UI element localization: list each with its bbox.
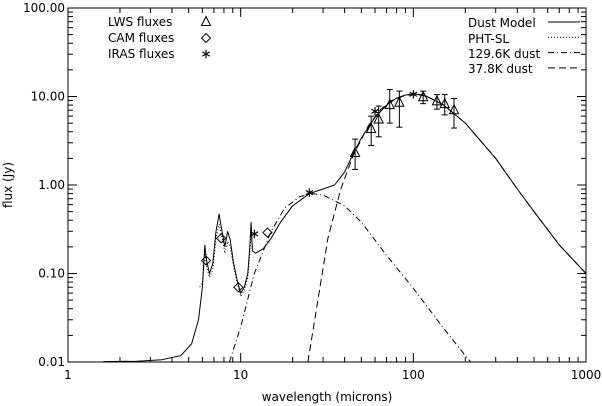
- marker-stroke: [202, 51, 210, 57]
- model-curves: [103, 93, 587, 363]
- marker-cam-fluxes: [215, 233, 227, 244]
- curve-129-6k-dust: [228, 193, 472, 363]
- marker-lws-fluxes: [417, 90, 429, 102]
- legend-marker-asterisk: [202, 49, 210, 59]
- legend-label-cam: CAM fluxes: [108, 31, 174, 45]
- y-tick-label: 0.10: [38, 267, 65, 281]
- x-tick-label: 100: [402, 368, 425, 382]
- legend-label-lws: LWS fluxes: [108, 15, 172, 29]
- error-bar: [420, 90, 427, 105]
- error-bar: [368, 115, 375, 146]
- legend-left-markers: [200, 15, 212, 59]
- legend-label-pht-sl: PHT-SL: [468, 32, 509, 46]
- error-bar: [433, 94, 440, 110]
- marker-stroke: [371, 108, 379, 114]
- error-bar: [352, 138, 359, 170]
- marker-iras-fluxes: [371, 107, 379, 116]
- data-markers: [200, 90, 460, 293]
- y-tick-label: 10.00: [31, 90, 65, 104]
- marker-lws-fluxes: [394, 96, 405, 107]
- marker-lws-fluxes: [349, 146, 361, 157]
- tick-labels: 1 10 100 1000 0.01 0.10 1.00 10.00 100.00: [23, 1, 601, 382]
- y-tick-label: 100.00: [23, 1, 65, 15]
- legend-marker-triangle: [200, 15, 212, 26]
- legend-label-dust-model: Dust Model: [468, 16, 536, 30]
- y-tick-label: 0.01: [38, 355, 65, 369]
- x-tick-label: 1: [64, 368, 72, 382]
- axis-ticks: [67, 8, 587, 363]
- marker-lws-fluxes: [431, 94, 443, 106]
- marker-lws-fluxes: [373, 112, 384, 124]
- marker-cam-fluxes: [262, 227, 273, 238]
- legend-label-iras: IRAS fluxes: [108, 47, 175, 61]
- curve-dust-model: [103, 93, 587, 363]
- marker-cam-fluxes: [233, 282, 244, 293]
- marker-iras-fluxes: [305, 188, 314, 197]
- legend-label-129k: 129.6K dust: [468, 47, 541, 61]
- legend-marker-diamond: [200, 32, 212, 44]
- marker-iras-fluxes: [250, 229, 259, 239]
- marker-iras-fluxes: [409, 90, 418, 99]
- marker-stroke: [250, 231, 259, 237]
- marker-stroke: [409, 91, 418, 97]
- legend-right: Dust Model PHT-SL 129.6K dust 37.8K dust: [468, 16, 580, 76]
- error-bar: [375, 105, 382, 138]
- x-tick-label: 1000: [571, 368, 602, 382]
- marker-lws-fluxes: [384, 98, 396, 110]
- curve-37-8k-dust: [307, 93, 587, 363]
- x-axis-title: wavelength (microns): [262, 390, 393, 404]
- legend-left: LWS fluxes CAM fluxes IRAS fluxes: [108, 15, 212, 61]
- legend-label-37k: 37.8K dust: [468, 62, 533, 76]
- error-bar: [386, 88, 393, 124]
- legend-right-lines: [548, 21, 580, 69]
- marker-lws-fluxes: [448, 103, 460, 115]
- x-tick-label: 10: [233, 368, 248, 382]
- marker-stroke: [305, 190, 314, 196]
- y-axis-title: flux (Jy): [1, 162, 15, 208]
- marker-lws-fluxes: [365, 122, 377, 133]
- marker-cam-fluxes: [200, 255, 212, 266]
- marker-lws-fluxes: [439, 97, 451, 109]
- y-tick-label: 1.00: [38, 178, 65, 192]
